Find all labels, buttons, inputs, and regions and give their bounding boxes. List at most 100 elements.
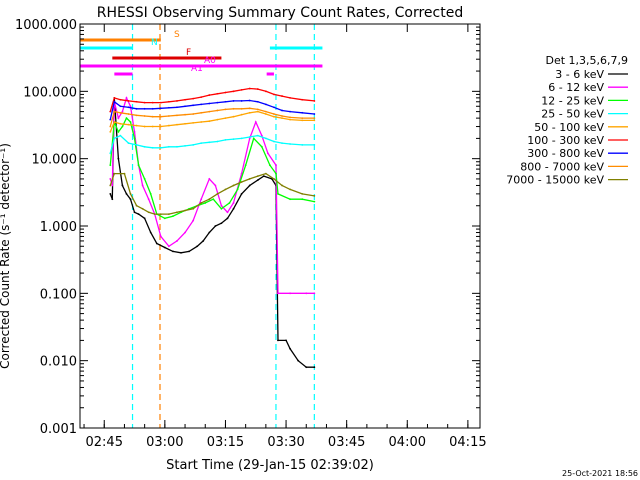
series-point (248, 137, 251, 140)
series-point (127, 123, 130, 126)
series-point (214, 184, 217, 187)
series-point (172, 250, 174, 253)
series-point (176, 106, 178, 109)
series-point (262, 175, 265, 178)
x-tick-label: 04:15 (449, 435, 486, 450)
series-point (232, 207, 235, 210)
series-point (143, 217, 146, 220)
series-point (281, 142, 283, 145)
series-point (273, 115, 275, 118)
y-axis-label: Corrected Count Rate (s⁻¹ detector⁻¹) (0, 143, 12, 369)
series-point (236, 188, 239, 191)
series-point (176, 100, 178, 102)
series-point (305, 292, 308, 295)
series-point (127, 106, 130, 109)
series-point (192, 219, 195, 222)
series-line (109, 110, 315, 133)
series-point (137, 164, 140, 167)
series-point (226, 211, 229, 214)
legend-label: 100 - 300 keV (527, 134, 604, 147)
series-point (240, 107, 243, 110)
series-point (200, 103, 203, 106)
series-point (240, 137, 243, 140)
series-point (248, 136, 251, 138)
series-point (133, 130, 136, 133)
series-point (248, 184, 251, 187)
series-point (141, 207, 144, 210)
series-point (313, 100, 316, 102)
series-point (208, 141, 211, 144)
y-tick-label: 1.000 (40, 220, 77, 235)
flag-label-a0: A0 (204, 56, 216, 66)
series-point (149, 192, 152, 195)
series-point (151, 146, 154, 149)
series-point (109, 125, 112, 128)
series-point (192, 113, 195, 115)
series-point (273, 93, 275, 96)
series-point (220, 222, 223, 225)
series-point (184, 122, 186, 125)
series-point (264, 103, 267, 106)
series-point (281, 115, 283, 117)
series-point (163, 217, 166, 220)
series-point (147, 198, 150, 201)
series-point (244, 164, 247, 167)
series-point (281, 184, 283, 187)
series-point (264, 110, 267, 113)
series-point (163, 246, 166, 249)
flag-label-s: S (174, 30, 180, 40)
series-point (176, 123, 178, 126)
series-point (289, 143, 292, 145)
series-point (275, 164, 277, 167)
series-point (184, 105, 186, 108)
series-point (119, 98, 122, 101)
series-point (285, 339, 287, 342)
series-point (220, 207, 223, 210)
series-point (137, 213, 140, 216)
series-point (301, 192, 304, 195)
series-point (313, 144, 316, 146)
series-point (256, 134, 259, 137)
series-point (184, 231, 186, 234)
series-point (208, 198, 211, 201)
series-point (109, 152, 112, 155)
legend-header: Det 1,3,5,6,7,9 (545, 54, 628, 67)
series-point (208, 94, 211, 96)
plot-frame (79, 23, 481, 429)
generation-timestamp: 25-Oct-2021 18:56 (562, 469, 638, 478)
series-point (208, 231, 211, 234)
series-point (305, 366, 308, 369)
series-point (240, 100, 243, 102)
series-point (176, 211, 178, 214)
series-point (208, 110, 211, 113)
legend-label: 7000 - 15000 keV (506, 174, 604, 187)
flag-label-n: N (151, 38, 158, 48)
series-point (256, 100, 259, 103)
series-point (301, 111, 304, 114)
series-point (109, 110, 112, 113)
series-point (127, 100, 130, 102)
series-line (109, 87, 315, 112)
series-point (135, 144, 138, 146)
series-point (273, 140, 275, 143)
series-point (135, 124, 138, 127)
series-point (289, 198, 292, 201)
series-point (151, 115, 154, 118)
series-point (228, 202, 231, 204)
series-point (192, 104, 195, 107)
series-point (113, 100, 116, 103)
series-point (264, 90, 267, 93)
series-point (232, 115, 235, 118)
series-point (192, 97, 195, 100)
series-point (172, 215, 174, 218)
series-point (260, 134, 263, 137)
series-point (254, 121, 257, 123)
series-point (167, 245, 170, 248)
series-point (129, 105, 132, 108)
series-point (159, 235, 162, 238)
series-point (289, 110, 292, 113)
series-point (200, 121, 203, 123)
series-point (192, 121, 195, 124)
series-point (212, 198, 215, 201)
